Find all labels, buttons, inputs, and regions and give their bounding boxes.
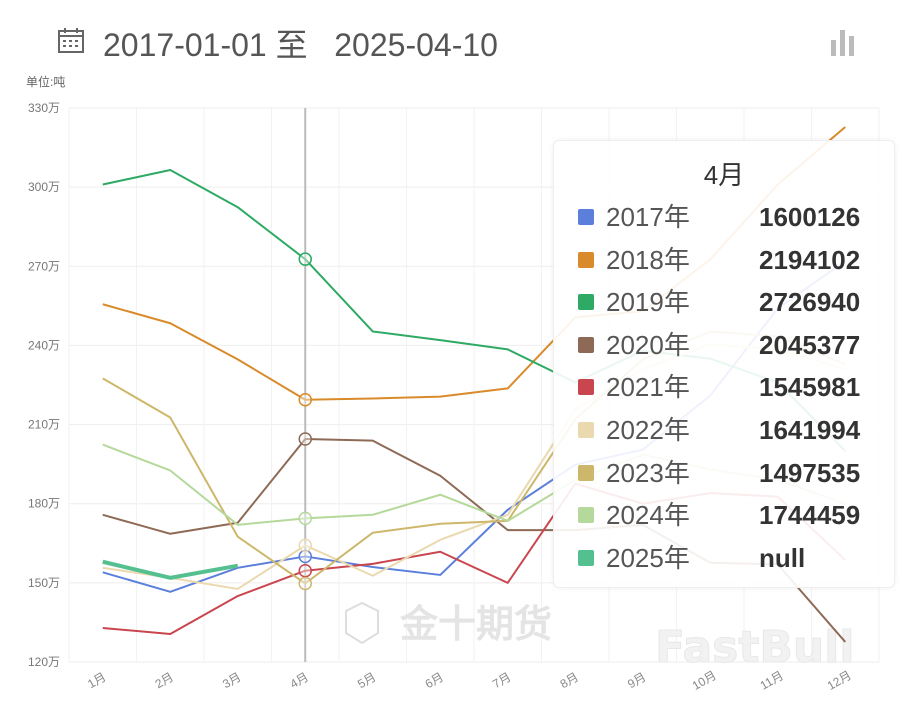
series-value: 2045377 [759,329,861,360]
tooltip-row: 2022年 1641994 [578,412,888,448]
y-tick-label: 180万 [28,497,60,511]
x-tick-label: 6月 [423,670,446,691]
y-tick-label: 300万 [28,180,60,194]
series-label: 2020年 [606,329,690,360]
series-value: 1545981 [759,372,861,403]
tooltip-row: 2024年 1744459 [578,497,888,533]
data-point [298,563,312,578]
tooltip-row: 2019年 2726940 [578,284,888,320]
date-range-picker[interactable]: 2017-01-01 至 2025-04-10 [103,27,498,63]
tooltip-row: 2017年 1600126 [578,199,888,235]
series-swatch [578,294,594,311]
data-point [298,549,312,564]
tooltip-row: 2023年 1497535 [578,455,888,491]
data-point [298,432,312,446]
series-label: 2017年 [606,202,690,232]
tooltip: 4月 2017年 1600126 2018年 2194102 2019年 2726940 2… [553,140,895,588]
data-point [298,252,312,266]
bar-chart-icon[interactable] [828,28,858,58]
data-point [298,511,312,526]
tooltip-row: 2018年 2194102 [578,242,888,278]
svg-text:金十期货: 金十期货 [399,602,552,646]
series-swatch [578,379,594,396]
tooltip-row: 2025年 null [578,540,888,576]
calendar-icon[interactable] [57,26,85,54]
y-tick-label: 210万 [28,418,60,432]
series-label: 2022年 [606,415,690,445]
y-tick-label: 120万 [28,655,60,669]
series-swatch [578,336,594,353]
y-tick-label: 270万 [28,259,60,273]
x-tick-label: 7月 [490,670,513,691]
series-label: 2021年 [606,372,690,403]
series-label: 2018年 [606,244,690,275]
x-tick-label: 8月 [558,670,581,691]
series-value: 1641994 [759,415,861,445]
series-label: 2019年 [606,287,690,318]
svg-text:FastBull: FastBull [655,622,854,673]
data-point [298,392,312,407]
series-value: 1600126 [759,202,861,232]
x-tick-label: 2月 [153,670,176,691]
series-value: 2194102 [759,244,861,275]
tooltip-row: 2020年 2045377 [578,327,888,363]
series-swatch [578,464,594,481]
tooltip-title: 4月 [703,160,745,190]
y-tick-label: 330万 [28,101,60,115]
series-swatch [578,422,594,438]
watermark: 金十期货 FastBull [345,601,855,674]
series-swatch [578,507,594,524]
x-tick-label: 3月 [220,670,243,691]
series-label: 2024年 [606,500,690,531]
x-tick-label: 4月 [288,670,311,691]
y-tick-label: 240万 [28,338,60,352]
series-value: 2726940 [759,287,861,318]
series-swatch [578,549,594,566]
series-label: 2025年 [606,542,690,573]
series-swatch [578,209,594,225]
header: 2017-01-01 至 2025-04-10 [0,0,912,70]
x-tick-label: 9月 [625,670,648,691]
data-point [298,538,312,553]
tooltip-row: 2021年 1545981 [578,369,888,405]
series-value: 1497535 [759,457,861,488]
unit-label: 单位:吨 [26,75,66,89]
series-swatch [578,251,594,268]
x-tick-label: 1月 [85,670,108,691]
x-tick-label: 5月 [355,670,378,691]
series-value: null [759,542,806,573]
series-label: 2023年 [606,457,690,488]
data-point [298,576,312,591]
series-value: 1744459 [759,500,861,531]
y-tick-label: 150万 [28,576,60,590]
